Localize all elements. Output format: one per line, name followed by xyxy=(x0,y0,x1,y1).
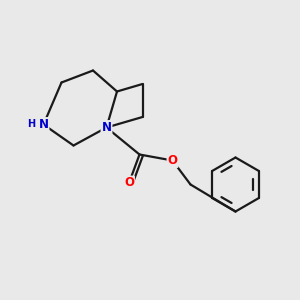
Text: H: H xyxy=(27,119,35,129)
Text: N: N xyxy=(38,118,49,131)
Text: O: O xyxy=(124,176,134,190)
Text: O: O xyxy=(167,154,178,167)
Text: N: N xyxy=(101,121,112,134)
